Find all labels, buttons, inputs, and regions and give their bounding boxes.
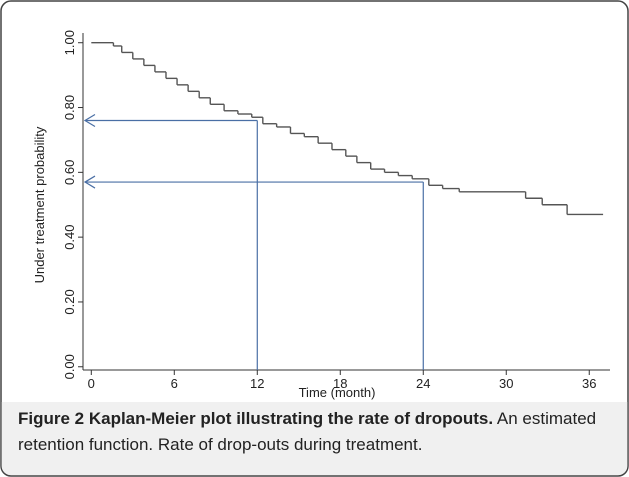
caption: Figure 2 Kaplan-Meier plot illustrating … — [18, 406, 614, 458]
x-tick-label: 12 — [250, 376, 264, 391]
x-tick-label: 36 — [582, 376, 596, 391]
y-tick-label: 0.20 — [62, 289, 77, 314]
y-tick-label: 0.80 — [62, 95, 77, 120]
y-tick-label: 0.00 — [62, 354, 77, 379]
caption-label: Figure 2 Kaplan-Meier plot illustrating … — [18, 409, 494, 428]
y-tick-label: 1.00 — [62, 30, 77, 55]
caption-text: An estimated retention function. Rate of… — [18, 409, 597, 454]
y-tick-label: 0.40 — [62, 224, 77, 249]
reference-arrowhead — [83, 175, 96, 189]
x-tick-label: 30 — [499, 376, 513, 391]
x-tick-label: 18 — [333, 376, 347, 391]
x-axis-label: Time (month) — [299, 385, 376, 400]
x-tick-label: 0 — [88, 376, 95, 391]
caption-background — [1, 402, 628, 475]
x-tick-label: 6 — [171, 376, 178, 391]
reference-arrowhead — [83, 113, 96, 128]
y-tick-label: 0.60 — [62, 160, 77, 185]
x-tick-label: 24 — [416, 376, 430, 391]
y-axis-label: Under treatment probability — [32, 126, 47, 283]
